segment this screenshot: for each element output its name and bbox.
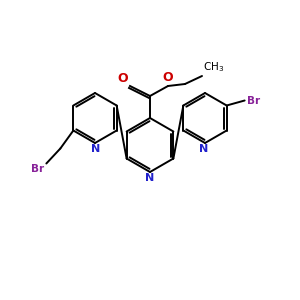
Text: Br: Br [247, 95, 260, 106]
Text: O: O [117, 72, 128, 85]
Text: N: N [146, 173, 154, 183]
Text: Br: Br [31, 164, 44, 175]
Text: N: N [200, 144, 208, 154]
Text: CH$_3$: CH$_3$ [203, 60, 224, 74]
Text: O: O [163, 71, 173, 84]
Text: N: N [92, 144, 100, 154]
